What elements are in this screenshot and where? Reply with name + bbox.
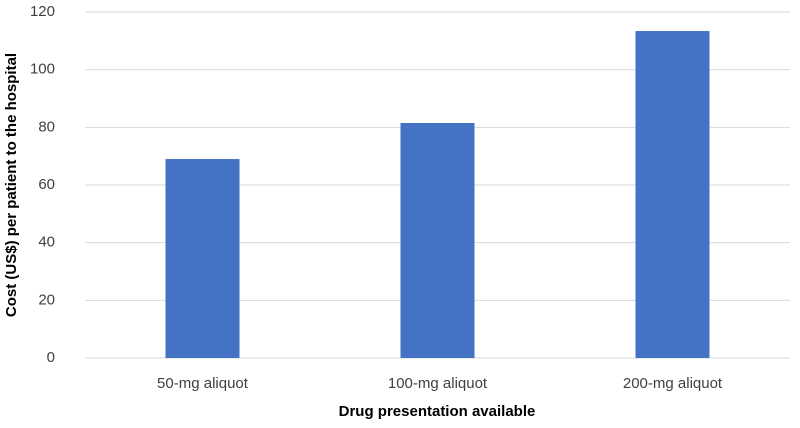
y-tick-label: 100 [30,61,55,78]
y-tick-label: 120 [30,3,55,20]
bar [165,159,240,358]
x-tick-label: 200-mg aliquot [623,375,723,392]
y-tick-label: 0 [47,349,55,366]
y-tick-label: 20 [38,291,55,308]
y-tick-label: 60 [38,176,55,193]
x-tick-label: 50-mg aliquot [157,375,249,392]
x-tick-label: 100-mg aliquot [388,375,488,392]
y-tick-label: 40 [38,234,55,251]
bar [400,123,475,358]
bar [635,31,710,359]
y-tick-label: 80 [38,118,55,135]
x-axis-title: Drug presentation available [339,403,536,420]
y-axis-title: Cost (US$) per patient to the hospital [3,53,20,317]
